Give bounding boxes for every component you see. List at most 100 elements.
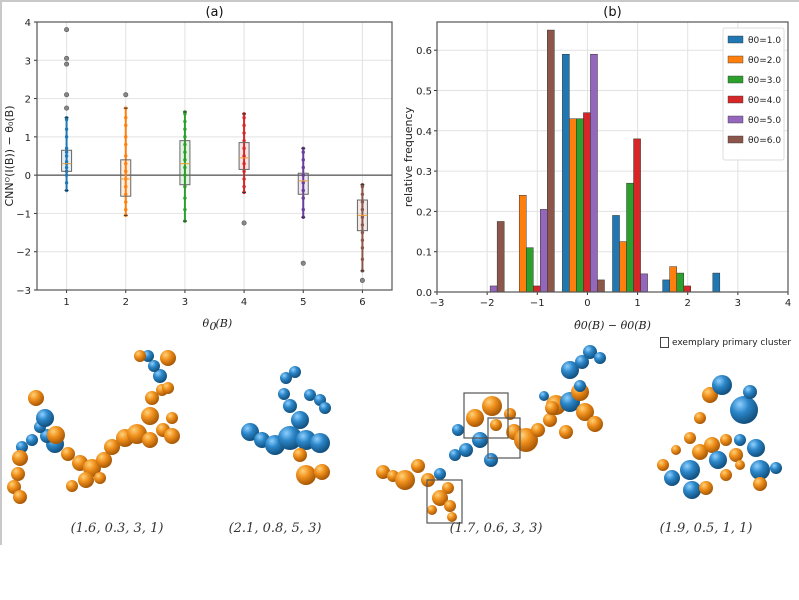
histogram-bar — [669, 266, 677, 293]
sphere-orange — [694, 412, 706, 424]
sphere-orange — [142, 432, 158, 448]
histogram-bar — [518, 195, 527, 293]
sphere-orange — [447, 512, 457, 522]
histogram-bar — [590, 53, 598, 293]
sphere-orange — [12, 450, 28, 466]
x-tick-label: 6 — [359, 297, 365, 308]
sphere-orange — [13, 490, 27, 504]
histogram-bar — [569, 118, 577, 293]
data-point — [183, 184, 187, 189]
sphere-blue — [434, 468, 446, 480]
sphere-blue — [680, 460, 700, 480]
data-point — [64, 165, 69, 170]
sphere-orange — [96, 452, 112, 468]
outlier-point — [241, 220, 247, 226]
data-point — [183, 196, 187, 200]
sphere-blue — [583, 345, 597, 359]
data-point — [360, 215, 365, 219]
data-point — [242, 146, 246, 151]
sphere-blue — [712, 375, 732, 395]
sphere-orange — [720, 434, 732, 446]
data-point — [64, 160, 69, 164]
data-point — [301, 165, 305, 170]
data-point — [124, 192, 128, 196]
box-iqr — [238, 142, 250, 170]
outlier-point — [359, 277, 365, 283]
sphere-blue — [770, 462, 782, 474]
outlier-point — [64, 105, 70, 111]
y-tick-label: 0.2 — [416, 207, 432, 218]
x-tick-label: 0 — [584, 298, 590, 309]
legend-swatch — [727, 55, 744, 64]
histogram-bar — [583, 112, 591, 293]
box-series-4 — [238, 112, 250, 226]
cluster-1 — [7, 350, 180, 504]
histogram-bar — [662, 279, 670, 293]
sphere-orange — [141, 407, 159, 425]
data-point — [242, 184, 246, 189]
box-series-1 — [61, 27, 73, 193]
sphere-orange — [395, 470, 415, 490]
x-tick-label: 4 — [241, 297, 247, 308]
histogram-bar — [683, 285, 691, 293]
box-series-6 — [356, 183, 368, 283]
sphere-orange — [314, 464, 330, 480]
sphere-blue — [747, 439, 765, 457]
x-axis-label-arg: (B) — [216, 317, 233, 330]
data-point — [242, 154, 246, 158]
histogram-bar — [676, 272, 684, 293]
data-point — [124, 207, 128, 212]
sphere-blue — [291, 411, 309, 429]
data-point — [301, 207, 305, 212]
data-point — [242, 161, 246, 166]
x-tick-label: 3 — [735, 298, 741, 309]
data-point — [301, 158, 305, 162]
y-tick-label: 2 — [25, 95, 31, 106]
panel-a-axes-frame — [36, 21, 393, 291]
sphere-blue — [280, 372, 292, 384]
data-point — [64, 146, 69, 151]
data-point — [301, 173, 305, 177]
x-tick-label: 4 — [785, 298, 791, 309]
data-point — [183, 135, 187, 139]
primary-cluster-box — [487, 417, 521, 459]
data-point — [301, 188, 305, 193]
sphere-blue — [16, 441, 28, 453]
histogram-bar — [640, 273, 648, 293]
legend-swatch — [727, 95, 744, 104]
sphere-orange — [704, 437, 720, 453]
x-tick-label: 2 — [123, 297, 129, 308]
cluster-4 — [657, 375, 782, 499]
data-point — [183, 173, 187, 177]
sphere-blue — [283, 399, 297, 413]
sphere-blue — [664, 470, 680, 486]
primary-cluster-box — [463, 392, 509, 439]
sphere-blue — [36, 409, 54, 427]
box-iqr — [179, 140, 191, 186]
data-point — [183, 165, 187, 170]
sphere-orange — [576, 403, 594, 421]
histogram-bar — [496, 221, 505, 293]
sphere-orange — [145, 391, 159, 405]
panel-a-title: (a) — [205, 5, 223, 20]
x-axis-label: θ̂0(B) − θ0(B) — [574, 319, 651, 332]
sphere-orange — [531, 423, 545, 437]
outlier-point — [64, 27, 70, 33]
sphere-orange — [545, 401, 559, 415]
sphere-orange — [729, 448, 743, 462]
sphere-orange — [134, 350, 146, 362]
histogram-bar — [597, 279, 605, 293]
legend-swatch — [727, 75, 744, 84]
sphere-orange — [559, 425, 573, 439]
cluster-legend-label: exemplary primary cluster — [672, 337, 792, 348]
sphere-orange — [411, 459, 425, 473]
data-point — [242, 116, 246, 120]
sphere-blue — [289, 366, 301, 378]
box-iqr — [297, 172, 309, 195]
sphere-orange — [47, 426, 65, 444]
histogram-bar — [633, 138, 641, 293]
sphere-orange — [671, 445, 681, 455]
cluster-legend: exemplary primary cluster — [660, 337, 791, 348]
sphere-blue — [278, 426, 302, 450]
sphere-orange — [699, 481, 713, 495]
